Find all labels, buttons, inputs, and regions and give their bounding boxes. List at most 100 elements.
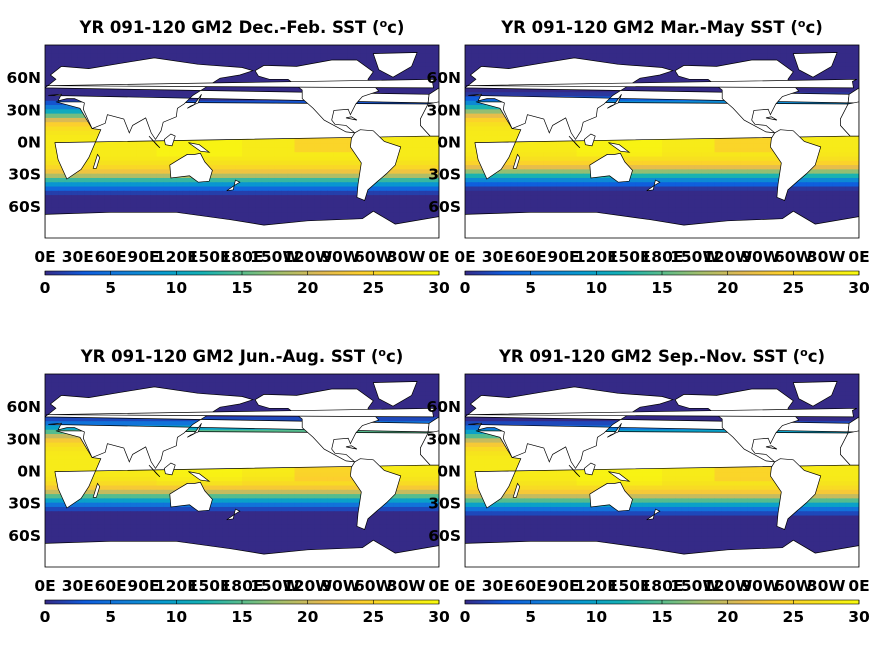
- sst-cell: [425, 139, 434, 145]
- sst-cell: [583, 199, 591, 205]
- sst-cell: [563, 165, 571, 170]
- sst-cell: [635, 57, 643, 63]
- sst-cell: [281, 207, 289, 213]
- sst-cell: [747, 139, 755, 145]
- sst-cell: [714, 152, 722, 158]
- sst-cell: [287, 160, 296, 166]
- sst-cell: [314, 165, 322, 170]
- sst-cell: [826, 190, 834, 196]
- sst-cell: [51, 66, 59, 72]
- sst-cell: [353, 45, 361, 50]
- sst-cell: [393, 45, 401, 50]
- sst-cell: [84, 135, 92, 140]
- panel-title-unit: c): [387, 18, 404, 37]
- sst-cell: [701, 160, 709, 166]
- sst-cell: [668, 75, 676, 80]
- sst-cell: [77, 177, 85, 183]
- sst-cell: [721, 177, 729, 183]
- sst-cell: [287, 212, 296, 218]
- sst-cell: [97, 199, 105, 205]
- sst-cell: [209, 147, 217, 153]
- sst-cell: [399, 160, 407, 166]
- sst-cell: [635, 139, 643, 145]
- sst-cell: [786, 195, 794, 200]
- sst-cell: [465, 113, 473, 119]
- sst-cell: [379, 182, 388, 188]
- sst-cell: [64, 113, 72, 119]
- sst-cell: [747, 169, 755, 175]
- sst-cell: [799, 87, 808, 93]
- sst-cell: [714, 139, 722, 145]
- sst-cell: [707, 49, 716, 55]
- sst-cell: [510, 186, 519, 192]
- sst-cell: [806, 135, 814, 140]
- sst-cell: [635, 182, 643, 188]
- sst-cell: [465, 62, 473, 68]
- sst-cell: [104, 156, 112, 162]
- sst-cell: [563, 182, 571, 188]
- sst-cell: [51, 126, 59, 132]
- sst-cell: [248, 62, 256, 68]
- sst-cell: [333, 165, 342, 170]
- sst-cell: [701, 45, 709, 50]
- sst-cell: [524, 53, 532, 59]
- sst-cell: [688, 147, 696, 153]
- sst-cell: [740, 152, 748, 158]
- sst-cell: [497, 113, 505, 119]
- sst-cell: [202, 199, 210, 205]
- sst-cell: [747, 177, 755, 183]
- sst-cell: [543, 156, 551, 162]
- sst-cell: [274, 53, 282, 59]
- sst-cell: [806, 100, 814, 106]
- sst-cell: [465, 160, 473, 166]
- sst-cell: [852, 190, 859, 196]
- sst-cell: [156, 160, 164, 166]
- sst-cell: [419, 165, 427, 170]
- sst-cell: [215, 152, 223, 158]
- sst-cell: [622, 49, 630, 55]
- sst-cell: [609, 177, 617, 183]
- sst-cell: [373, 75, 381, 80]
- sst-cell: [642, 139, 650, 145]
- sst-cell: [117, 173, 125, 179]
- sst-cell: [471, 57, 479, 63]
- sst-cell: [314, 45, 322, 50]
- sst-cell: [150, 182, 158, 188]
- sst-cell: [196, 186, 204, 192]
- sst-cell: [760, 199, 768, 205]
- sst-cell: [307, 139, 315, 145]
- sst-cell: [510, 169, 519, 175]
- sst-cell: [747, 143, 755, 149]
- sst-cell: [845, 139, 854, 145]
- sst-cell: [583, 165, 591, 170]
- sst-cell: [353, 53, 361, 59]
- sst-cell: [694, 173, 702, 179]
- sst-cell: [406, 190, 414, 196]
- sst-cell: [202, 143, 210, 149]
- sst-cell: [156, 147, 164, 153]
- sst-cell: [255, 207, 263, 213]
- sst-cell: [182, 139, 191, 145]
- sst-cell: [668, 160, 676, 166]
- sst-cell: [189, 195, 197, 200]
- sst-cell: [714, 45, 722, 50]
- sst-cell: [826, 135, 834, 140]
- sst-cell: [222, 147, 230, 153]
- sst-cell: [510, 203, 519, 209]
- sst-cell: [248, 152, 256, 158]
- sst-cell: [602, 139, 611, 145]
- sst-cell: [714, 173, 722, 179]
- sst-cell: [517, 165, 525, 170]
- sst-cell: [648, 190, 657, 196]
- sst-cell: [478, 122, 486, 128]
- sst-cell: [77, 122, 85, 128]
- sst-cell: [406, 75, 414, 80]
- sst-cell: [314, 203, 322, 209]
- sst-cell: [576, 92, 584, 98]
- sst-cell: [609, 147, 617, 153]
- sst-cell: [71, 49, 79, 55]
- sst-cell: [228, 216, 237, 222]
- sst-cell: [688, 53, 696, 59]
- sst-cell: [393, 190, 401, 196]
- sst-cell: [104, 62, 112, 68]
